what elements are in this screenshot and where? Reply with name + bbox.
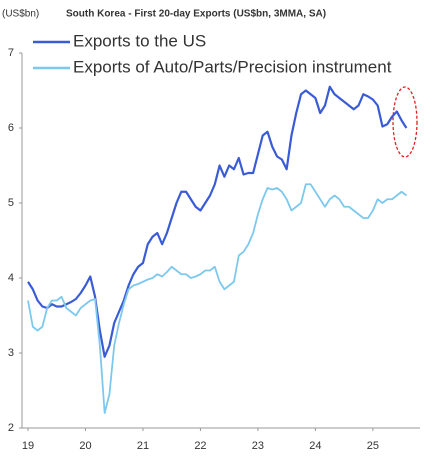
- x-tick-label: 21: [137, 440, 149, 452]
- y-tick-label: 4: [8, 272, 14, 284]
- highlight-ellipse: [392, 86, 418, 158]
- legend-label: Exports of Auto/Parts/Precision instrume…: [73, 57, 392, 76]
- y-tick-label: 5: [8, 197, 14, 209]
- series-line: [27, 85, 408, 358]
- x-tick-label: 19: [22, 440, 34, 452]
- x-tick-label: 22: [194, 440, 206, 452]
- y-tick-label: 3: [8, 347, 14, 359]
- y-tick-label: 2: [8, 422, 14, 434]
- y-tick-label: 7: [8, 47, 14, 59]
- x-tick-label: 24: [309, 440, 321, 452]
- legend-label: Exports to the US: [73, 31, 206, 50]
- x-tick-label: 25: [367, 440, 379, 452]
- y-tick-label: 6: [8, 122, 14, 134]
- series-line: [27, 183, 407, 414]
- x-tick-label: 20: [79, 440, 91, 452]
- unit-label: (US$bn): [2, 9, 39, 20]
- x-tick-label: 23: [252, 440, 264, 452]
- chart-title: South Korea - First 20-day Exports (US$b…: [66, 9, 326, 20]
